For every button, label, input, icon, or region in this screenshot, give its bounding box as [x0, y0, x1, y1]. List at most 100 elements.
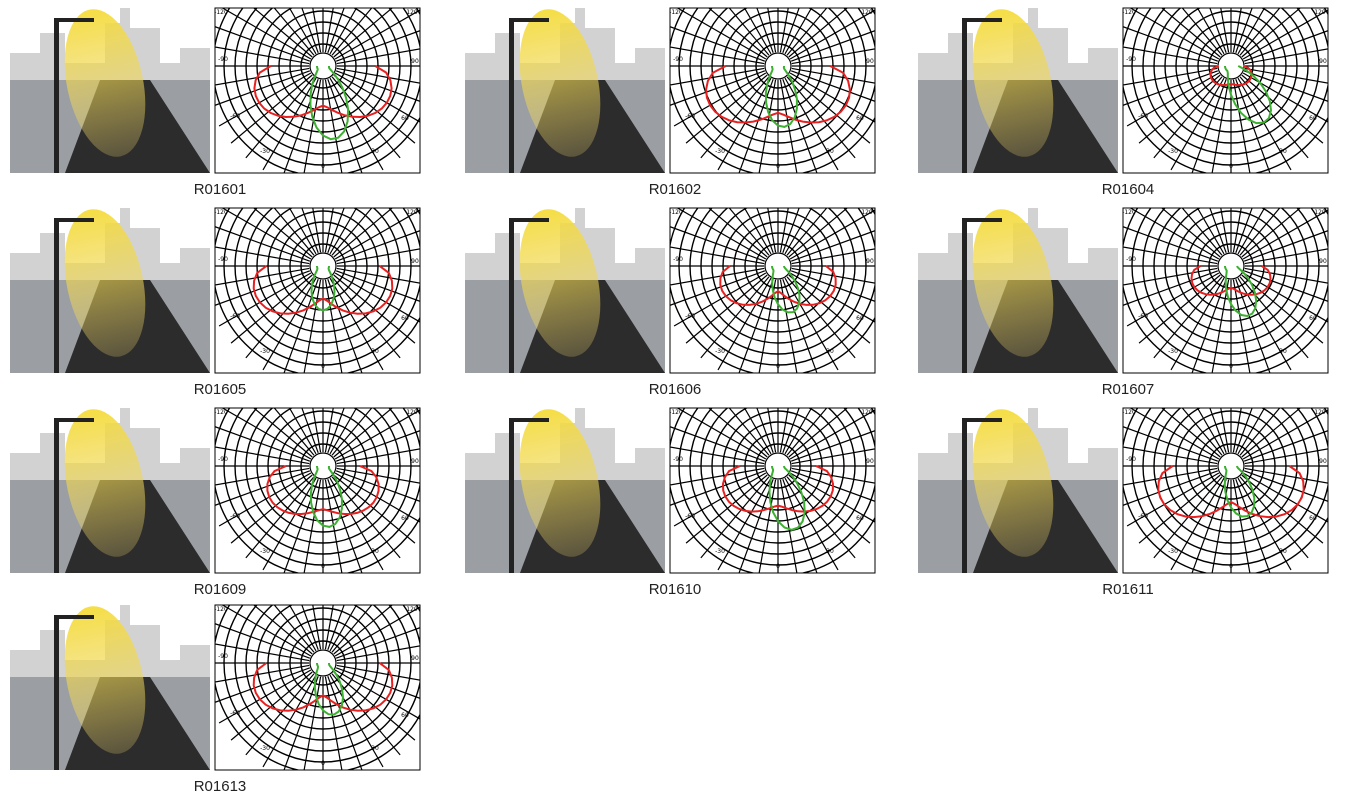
polar-label: -60: [230, 710, 240, 717]
polar-spoke: [788, 274, 871, 344]
polar-spoke: [1129, 8, 1220, 60]
polar-spoke: [1241, 274, 1324, 344]
polar-label: 30: [371, 745, 379, 752]
pole: [509, 218, 514, 373]
polar-label: -30: [260, 745, 270, 752]
polar-spoke: [329, 477, 384, 571]
polar-spoke: [1123, 426, 1219, 462]
polar-spoke: [327, 408, 345, 454]
light-beam: [972, 409, 1054, 557]
polar-spoke: [738, 478, 774, 573]
polar-spoke: [1235, 278, 1271, 373]
polar-spoke: [1232, 79, 1251, 173]
polar-spoke: [324, 79, 343, 173]
polar-label: 90: [866, 458, 874, 465]
polar-label: 60: [856, 315, 864, 322]
light-beam: [519, 9, 601, 157]
polar-spoke: [1232, 279, 1251, 373]
light-beam: [64, 209, 146, 357]
polar-spoke: [786, 8, 828, 56]
polar-spoke: [336, 645, 420, 662]
polar-spoke: [1241, 474, 1324, 544]
polar-spoke: [788, 74, 871, 144]
polar-spoke: [789, 9, 875, 60]
polar-spoke: [288, 208, 317, 255]
polar-spoke: [336, 267, 420, 284]
polar-label: -90: [673, 56, 683, 63]
polar-spoke: [791, 448, 875, 465]
polar-spoke: [230, 74, 313, 144]
polar-spoke: [1160, 8, 1221, 58]
polar-spoke: [738, 78, 774, 173]
polar-spoke: [1244, 448, 1328, 465]
light-beam: [64, 409, 146, 557]
polar-spoke: [334, 606, 420, 657]
polar-label: -60: [685, 513, 695, 520]
scene: [465, 8, 665, 173]
polar-spoke: [1209, 408, 1227, 454]
polar-label: 90: [411, 655, 419, 662]
polar-spoke: [790, 470, 875, 502]
polar-spoke: [215, 226, 311, 262]
polar-label: -90: [673, 256, 683, 263]
red-curve: [1157, 465, 1305, 519]
polar-label: 30: [826, 548, 834, 555]
polar-grid: [670, 408, 875, 573]
polar-spoke: [301, 8, 319, 54]
polar-spoke: [333, 208, 394, 258]
polar-spoke: [333, 408, 394, 458]
polar-spoke: [717, 277, 772, 371]
polar-spoke: [334, 72, 420, 123]
scene: [10, 8, 210, 173]
scene: [918, 408, 1118, 573]
polar-label: 30: [371, 348, 379, 355]
polar-spoke: [288, 605, 317, 652]
polar-spoke: [1235, 8, 1253, 54]
polar-label: -120: [669, 9, 683, 16]
polar-spoke: [283, 478, 319, 573]
polar-spoke: [782, 208, 800, 254]
polar-spoke: [1220, 8, 1230, 53]
polar-spoke: [670, 446, 765, 465]
pole-arm: [509, 18, 549, 22]
polar-spoke: [1220, 208, 1230, 253]
light-beam: [64, 9, 146, 157]
polar-spoke: [215, 446, 310, 465]
polar-spoke: [245, 76, 315, 159]
light-beam: [972, 9, 1054, 157]
polar-spoke: [786, 76, 856, 159]
polar-label: 120: [861, 209, 873, 216]
polar-spoke: [1237, 77, 1292, 171]
polar-label: 90: [411, 58, 419, 65]
polar-spoke: [673, 72, 767, 127]
polar-spoke: [700, 276, 770, 359]
polar-spoke: [782, 8, 800, 54]
polar-spoke: [1211, 279, 1230, 373]
polar-spoke: [303, 479, 322, 573]
polar-label: -120: [214, 409, 228, 416]
polar-spoke: [1181, 408, 1223, 456]
polar-label: 30: [1279, 148, 1287, 155]
polar-label: 30: [371, 548, 379, 555]
polar-spoke: [252, 208, 313, 258]
polar-spoke: [324, 605, 334, 650]
polar-spoke: [1196, 8, 1225, 55]
polar-spoke: [1237, 8, 1266, 55]
polar-spoke: [221, 8, 312, 60]
polar-spoke: [788, 8, 849, 58]
polar-spoke: [717, 77, 772, 171]
polar-spoke: [1235, 208, 1253, 254]
polar-spoke: [335, 70, 420, 102]
polar-spoke: [670, 470, 766, 506]
polar-spoke: [301, 605, 319, 651]
polar-spoke: [1232, 8, 1242, 53]
polar-spoke: [301, 408, 319, 454]
polar-grid: [215, 408, 420, 573]
product-item: -120 120 -90 90 -60 60 -30 30 0 R01601: [10, 7, 421, 198]
polar-spoke: [273, 605, 315, 653]
polar-spoke: [1241, 8, 1302, 58]
polar-spoke: [791, 267, 875, 284]
polar-spoke: [1241, 74, 1324, 144]
